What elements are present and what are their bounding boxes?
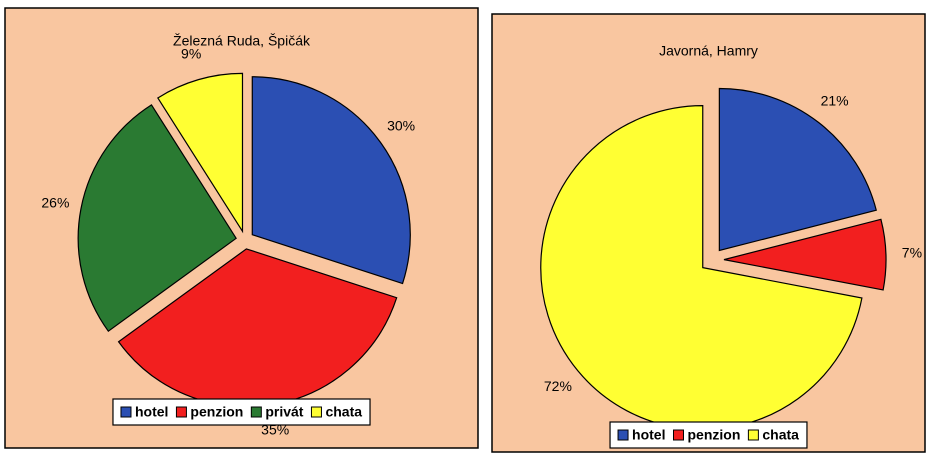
legend-swatch bbox=[120, 406, 132, 418]
data-label: 72% bbox=[544, 378, 572, 394]
data-label: 26% bbox=[41, 195, 69, 211]
legend-label: chata bbox=[325, 404, 362, 420]
pie-slice bbox=[718, 87, 877, 252]
legend-swatch bbox=[747, 429, 759, 441]
data-label: 21% bbox=[821, 93, 849, 109]
pie-slice bbox=[77, 104, 237, 333]
data-label: 7% bbox=[902, 244, 922, 260]
legend-box bbox=[112, 398, 371, 426]
legend-swatch bbox=[310, 406, 322, 418]
legend-swatch bbox=[672, 429, 684, 441]
legend-swatch bbox=[250, 406, 262, 418]
legend-label: privát bbox=[265, 404, 303, 420]
legend-label: hotel bbox=[135, 404, 168, 420]
pie-slice bbox=[156, 72, 244, 234]
pie-slice bbox=[540, 105, 863, 431]
legend-swatch bbox=[175, 406, 187, 418]
legend-label: hotel bbox=[632, 427, 665, 443]
chart-title: Železná Ruda, Špičák bbox=[173, 33, 311, 49]
data-label: 30% bbox=[387, 117, 415, 133]
legend: hotel penzion chata bbox=[609, 421, 808, 449]
legend-box bbox=[609, 421, 808, 449]
legend-label: penzion bbox=[190, 404, 243, 420]
data-label: 9% bbox=[181, 45, 201, 61]
chart-title: Javorná, Hamry bbox=[659, 43, 758, 59]
legend-swatch bbox=[617, 429, 629, 441]
chart-panel: Javorná, Hamry 21% 7% 72% hotel penzion chata bbox=[491, 13, 926, 453]
legend: hotel penzion privát chata bbox=[112, 398, 371, 426]
legend-label: chata bbox=[762, 427, 799, 443]
legend-label: penzion bbox=[687, 427, 740, 443]
pie-slice bbox=[723, 218, 887, 291]
pie-slice bbox=[251, 76, 411, 285]
